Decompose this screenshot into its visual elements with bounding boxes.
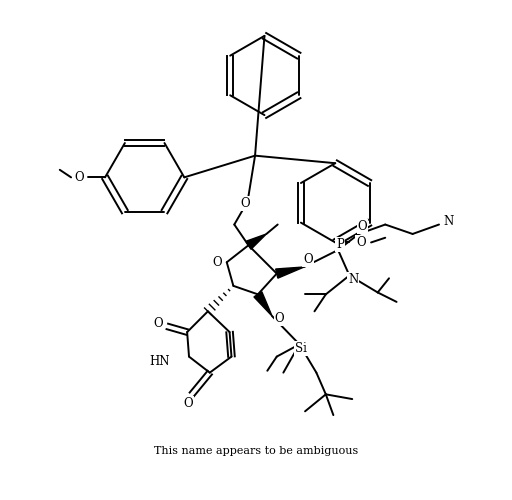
Text: O: O [358, 220, 368, 233]
Text: O: O [275, 312, 284, 326]
Text: P: P [336, 238, 344, 251]
Text: O: O [183, 398, 193, 410]
Text: O: O [303, 253, 313, 266]
Polygon shape [246, 234, 266, 250]
Text: O: O [241, 198, 250, 210]
Text: This name appears to be ambiguous: This name appears to be ambiguous [154, 446, 358, 456]
Text: N: N [443, 215, 454, 228]
Text: O: O [153, 317, 163, 330]
Polygon shape [275, 267, 304, 278]
Text: O: O [75, 171, 84, 184]
Text: N: N [348, 272, 358, 285]
Text: HN: HN [150, 355, 170, 368]
Text: Si: Si [295, 342, 307, 354]
Text: O: O [356, 236, 366, 249]
Text: O: O [212, 256, 222, 269]
Polygon shape [254, 292, 272, 316]
